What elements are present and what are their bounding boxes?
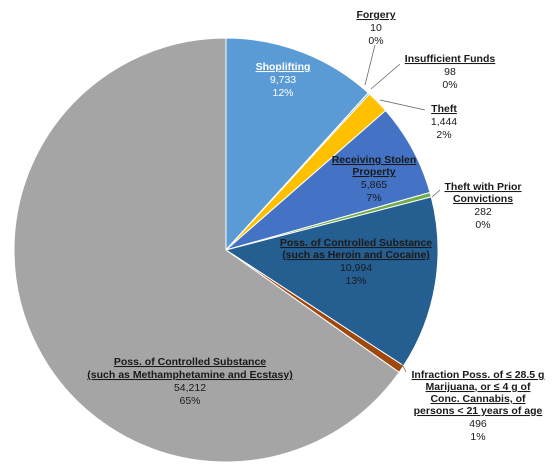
label-forgery-name: Forgery: [356, 9, 395, 21]
leader-forgery: [364, 44, 376, 86]
label-theftprior-name-2: Convictions: [453, 193, 513, 205]
label-marijuana-name-4: persons < 21 years of age: [414, 405, 543, 417]
label-theft-name: Theft: [431, 103, 457, 115]
label-marijuana-name-3: Conc. Cannabis, of: [430, 393, 526, 405]
leader-theft: [379, 99, 426, 111]
label-theft-pct: 2%: [436, 129, 451, 141]
label-shoplifting-value: 9,733: [270, 74, 296, 86]
slice-labels: Shoplifting 9,733 12% Forgery 10 0% Insu…: [87, 9, 544, 443]
label-theftprior-value: 282: [474, 206, 492, 218]
label-theftprior-name-1: Theft with Prior: [445, 181, 522, 193]
label-forgery-pct: 0%: [368, 35, 383, 47]
label-shoplifting-pct: 12%: [272, 87, 293, 99]
label-meth-name-2: (such as Methamphetamine and Ecstasy): [87, 369, 292, 381]
label-insufficient-value: 98: [444, 66, 456, 78]
label-theft-value: 1,444: [431, 116, 457, 128]
label-heroin-name-1: Poss. of Controlled Substance: [280, 237, 432, 249]
label-marijuana-pct: 1%: [470, 431, 485, 443]
pie-slices: [13, 37, 439, 463]
label-insufficient-pct: 0%: [442, 79, 457, 91]
label-receiving-name-1: Receiving Stolen: [332, 154, 417, 166]
leader-marijuana: [401, 363, 407, 373]
label-meth-pct: 65%: [179, 395, 200, 407]
pie-slice-poss-of-controlled-substance-such-as-her: [224, 196, 439, 367]
leader-lines: [364, 44, 441, 373]
label-marijuana-value: 496: [469, 418, 487, 430]
label-meth-name-1: Poss. of Controlled Substance: [114, 356, 266, 368]
label-receiving-value: 5,865: [361, 179, 387, 191]
label-marijuana-name-1: Infraction Poss. of ≤ 28.5 g: [412, 369, 545, 381]
label-marijuana-name-2: Marijuana, or ≤ 4 g of: [426, 381, 531, 393]
pie-slice-shoplifting: [225, 37, 369, 252]
label-shoplifting-name: Shoplifting: [256, 61, 311, 73]
leader-insufficient: [370, 63, 401, 90]
label-heroin-name-2: (such as Heroin and Cocaine): [282, 249, 430, 261]
pie-slice-poss-of-controlled-substance-such-as-met: [13, 37, 400, 463]
label-insufficient-name: Insufficient Funds: [405, 53, 496, 65]
label-meth-value: 54,212: [174, 382, 206, 394]
label-theftprior-pct: 0%: [475, 219, 490, 231]
label-heroin-value: 10,994: [340, 262, 372, 274]
label-receiving-name-2: Property: [352, 166, 395, 178]
label-forgery-value: 10: [370, 22, 382, 34]
label-heroin-pct: 13%: [345, 275, 366, 287]
label-receiving-pct: 7%: [366, 192, 381, 204]
leader-theftprior: [431, 189, 441, 198]
